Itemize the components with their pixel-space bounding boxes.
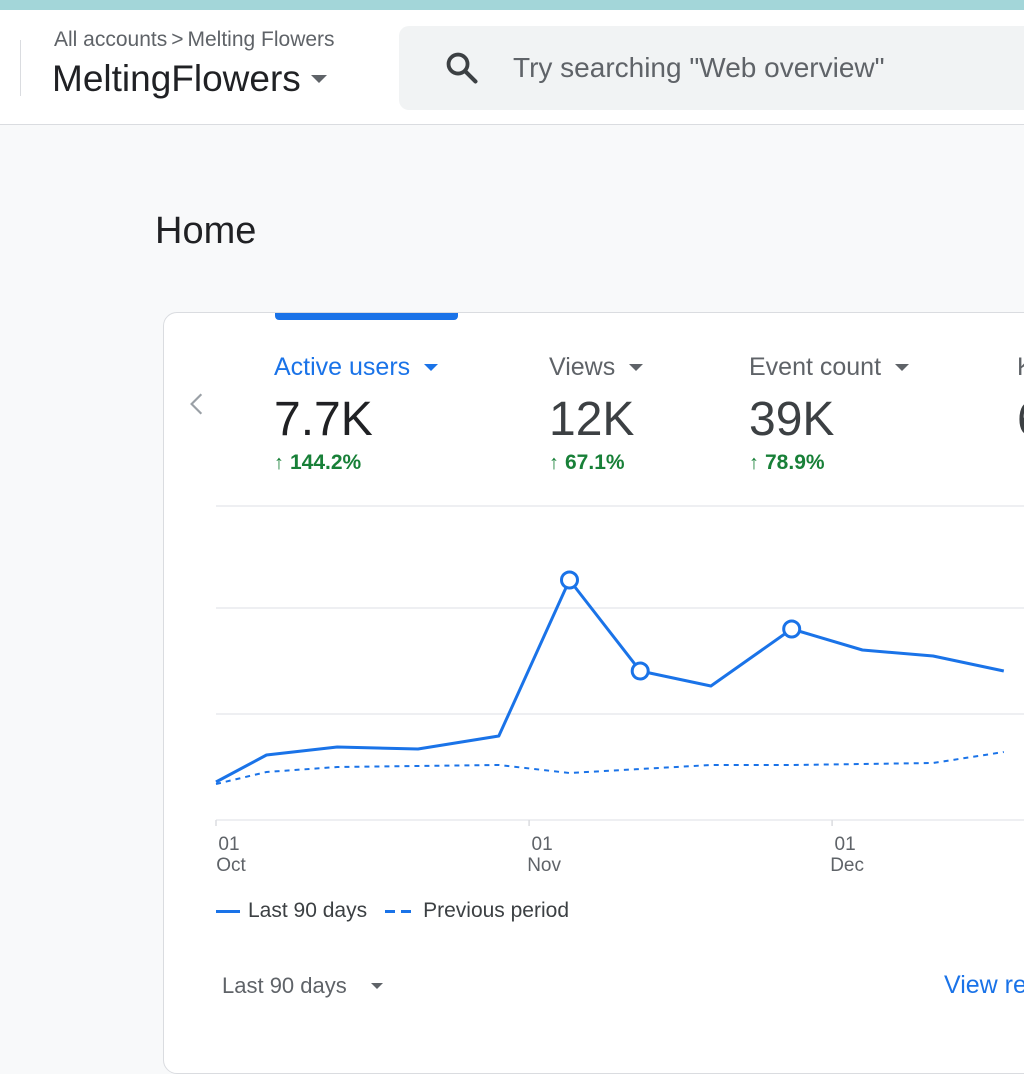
metric-value: 6: [1017, 392, 1024, 447]
metric-value: 39K: [749, 393, 835, 446]
metric-event-count[interactable]: Event count 39K ↑ 78.9%: [749, 353, 910, 475]
breadcrumb-separator: >: [171, 28, 184, 51]
metric-label: Active users: [274, 353, 411, 381]
x-tick-day-label: 01: [835, 834, 856, 855]
search-icon: [446, 52, 478, 84]
active-tab-indicator: [275, 313, 458, 320]
chart-legend: Last 90 days Previous period: [216, 899, 569, 923]
caret-down-icon: [424, 364, 439, 371]
metric-change: 78.9%: [765, 451, 825, 474]
caret-down-icon: [370, 983, 383, 989]
view-report-link[interactable]: View report: [944, 971, 1024, 999]
breadcrumb-current-account[interactable]: Melting Flowers: [187, 28, 335, 51]
date-range-select[interactable]: Last 90 days: [222, 973, 383, 999]
metric-value: 7.7K: [274, 393, 373, 446]
top-accent-strip: [0, 0, 1024, 10]
chevron-left-icon[interactable]: [184, 391, 210, 417]
caret-down-icon: [629, 364, 644, 371]
legend-current-label: Last 90 days: [248, 899, 368, 922]
previous-period-line: [215, 751, 1004, 785]
search-input[interactable]: [511, 51, 1024, 85]
x-tick-month-label: Nov: [527, 855, 561, 876]
x-tick-day-label: 01: [532, 834, 553, 855]
x-tick-day-label: 01: [218, 834, 239, 855]
x-tick-month-label: Dec: [830, 855, 864, 876]
breadcrumb-all-accounts[interactable]: All accounts: [54, 28, 168, 51]
metric-label: K: [1017, 353, 1024, 382]
metric-fourth[interactable]: K 6 ↑: [1017, 353, 1024, 474]
caret-down-icon: [895, 364, 910, 371]
metric-change: 144.2%: [290, 451, 362, 474]
header-divider: [20, 40, 21, 96]
legend-swatch-solid: [216, 909, 240, 913]
last-90-days-line: [215, 578, 1005, 784]
breadcrumb: All accounts > Melting Flowers: [54, 28, 335, 52]
overview-card: Active users 7.7K ↑ 144.2% Views 12K ↑ 67.…: [163, 312, 1024, 1074]
metric-active-users[interactable]: Active users 7.7K ↑ 144.2%: [274, 353, 439, 475]
data-point-marker: [782, 619, 802, 639]
data-point-marker: [560, 570, 579, 590]
app-header: All accounts > Melting Flowers MeltingFlow…: [0, 10, 1024, 125]
date-range-label: Last 90 days: [222, 973, 347, 998]
metric-views[interactable]: Views 12K ↑ 67.1%: [549, 353, 644, 475]
legend-previous-label: Previous period: [423, 899, 570, 922]
data-point-marker: [630, 661, 650, 681]
page-title: Home: [155, 210, 257, 252]
legend-swatch-dashed: [385, 909, 416, 913]
property-name: MeltingFlowers: [52, 58, 301, 99]
metric-value: 12K: [549, 393, 635, 446]
search-bar[interactable]: [399, 26, 1024, 110]
metric-label: Event count: [749, 353, 882, 381]
caret-down-icon: [310, 75, 327, 83]
arrow-up-icon: ↑: [274, 451, 284, 474]
metric-label: Views: [549, 353, 616, 381]
arrow-up-icon: ↑: [549, 451, 559, 474]
metric-change: 67.1%: [565, 451, 625, 474]
arrow-up-icon: ↑: [749, 451, 759, 474]
x-tick-month-label: Oct: [216, 855, 246, 876]
property-selector[interactable]: MeltingFlowers: [52, 58, 327, 100]
